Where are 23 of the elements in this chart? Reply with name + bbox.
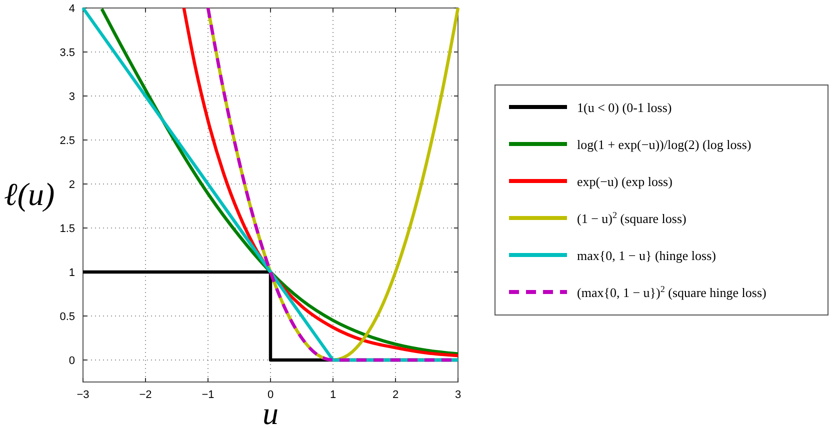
- y-tick-label: 2: [68, 179, 75, 191]
- legend-label: (1 − u)$^{2}$ (square loss): [577, 210, 686, 226]
- y-axis-title: ℓ(u): [4, 176, 55, 212]
- y-tick-label: 4: [68, 3, 75, 15]
- x-tick-label: −3: [76, 389, 90, 401]
- y-tick-label: 0.5: [60, 311, 75, 323]
- y-tick-label: 3.5: [60, 47, 75, 59]
- y-tick-label: 0: [68, 355, 75, 367]
- x-tick-label: 0: [267, 389, 274, 401]
- x-tick-label: −2: [139, 389, 152, 401]
- x-tick-label: 2: [392, 389, 399, 401]
- y-tick-label: 1: [68, 267, 75, 279]
- legend-label: (max{0, 1 − u})$^{2}$ (square hinge loss): [577, 284, 766, 300]
- x-tick-label: 3: [454, 389, 462, 401]
- y-tick-label: 3: [68, 91, 75, 103]
- legend-label: max{0, 1 − u} (hinge loss): [577, 248, 716, 263]
- legend-label: exp(−u) (exp loss): [577, 174, 672, 189]
- legend-label: 1(u < 0) (0-1 loss): [577, 100, 672, 115]
- legend-label: log(1 + exp(−u))/log(2) (log loss): [577, 137, 752, 152]
- y-tick-label: 2.5: [60, 135, 75, 147]
- x-tick-label: 1: [330, 389, 336, 401]
- y-tick-label: 1.5: [60, 223, 75, 235]
- x-tick-label: −1: [202, 389, 214, 401]
